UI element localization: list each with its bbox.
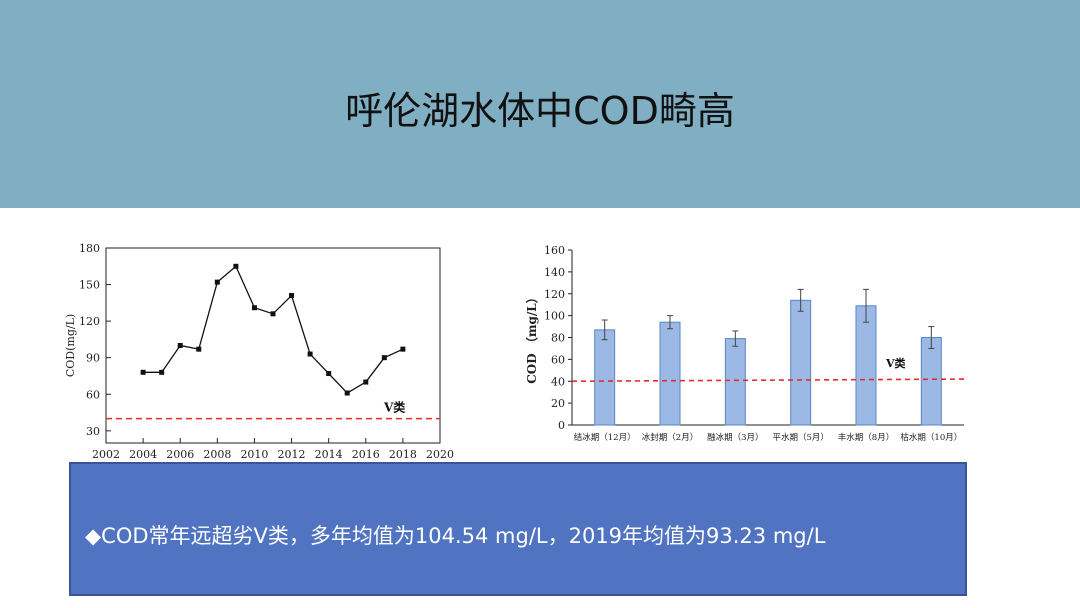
data-point — [159, 369, 165, 375]
bar — [724, 338, 746, 426]
data-point — [251, 305, 257, 311]
bar — [855, 305, 877, 426]
y-tick-label: 30 — [86, 425, 100, 438]
bar — [790, 299, 812, 426]
x-tick-label: 2018 — [389, 448, 417, 460]
bar — [920, 337, 942, 426]
y-tick-label: 90 — [86, 352, 100, 365]
y-tick-label: 120 — [79, 315, 100, 328]
page-title: 呼伦湖水体中COD畸高 — [345, 89, 735, 133]
y-tick-label: 60 — [86, 388, 100, 401]
data-point — [400, 346, 406, 352]
x-tick-label: 融冰期（3月） — [707, 432, 763, 443]
x-tick-label: 冰封期（2月） — [642, 432, 698, 443]
y-tick-label: 150 — [79, 279, 100, 292]
data-point — [289, 293, 295, 299]
x-tick-label: 结冰期（12月） — [574, 432, 636, 443]
x-tick-label: 2002 — [92, 448, 120, 460]
data-point — [196, 346, 202, 352]
summary-box: ◆COD常年远超劣V类，多年均值为104.54 mg/L，2019年均值为93.… — [69, 462, 967, 596]
line-chart: 30 60 90 120 150 180 2002 2004 2006 2008 2010 2012 2… — [64, 242, 454, 460]
x-tick-label: 2006 — [166, 448, 194, 460]
y-axis-label: COD(mg/L) — [64, 314, 77, 377]
data-point — [233, 263, 239, 269]
y-tick-label: 160 — [544, 244, 565, 257]
data-point — [177, 343, 183, 348]
data-point — [214, 279, 220, 285]
y-tick-label: 80 — [551, 332, 565, 345]
data-point — [381, 355, 387, 361]
summary-text: ◆COD常年远超劣V类，多年均值为104.54 mg/L，2019年均值为93.… — [85, 524, 826, 548]
y-tick-label: 0 — [558, 419, 565, 432]
x-tick-label: 平水期（5月） — [772, 432, 828, 443]
data-point — [326, 371, 332, 377]
reference-line-label: V类 — [885, 356, 907, 370]
x-tick-label: 2016 — [352, 448, 380, 460]
y-tick-label: 20 — [551, 397, 565, 410]
y-tick-label: 60 — [551, 353, 565, 366]
y-axis-label: COD （mg/L） — [524, 291, 539, 384]
data-point — [307, 351, 313, 357]
x-tick-label: 2008 — [203, 448, 231, 460]
plot-frame — [105, 247, 441, 444]
y-tick-label: 100 — [544, 310, 565, 323]
reference-line — [571, 378, 965, 383]
y-tick-label: 120 — [544, 288, 565, 301]
x-tick-label: 2010 — [240, 448, 268, 460]
bar — [594, 329, 616, 426]
x-tick-label: 枯水期（10月） — [900, 432, 962, 443]
y-tick-label: 140 — [544, 266, 565, 279]
series-line — [143, 265, 404, 394]
y-tick-label: 180 — [79, 242, 100, 255]
data-point — [363, 379, 369, 385]
data-point — [270, 311, 276, 317]
bar — [659, 321, 681, 426]
x-tick-label: 2012 — [278, 448, 306, 460]
x-tick-label: 2004 — [129, 448, 157, 460]
y-tick-label: 40 — [551, 375, 565, 388]
reference-line-label: V类 — [383, 400, 406, 415]
data-point — [140, 369, 146, 375]
header-banner — [0, 0, 1080, 208]
data-point — [344, 390, 350, 396]
x-tick-label: 2020 — [426, 448, 454, 460]
x-tick-label: 2014 — [315, 448, 343, 460]
x-tick-label: 丰水期（8月） — [838, 432, 894, 443]
bar-chart: 0 20 40 60 80 100 120 140 160 COD （mg/L） 结冰期（12月） 冰… — [524, 244, 965, 443]
